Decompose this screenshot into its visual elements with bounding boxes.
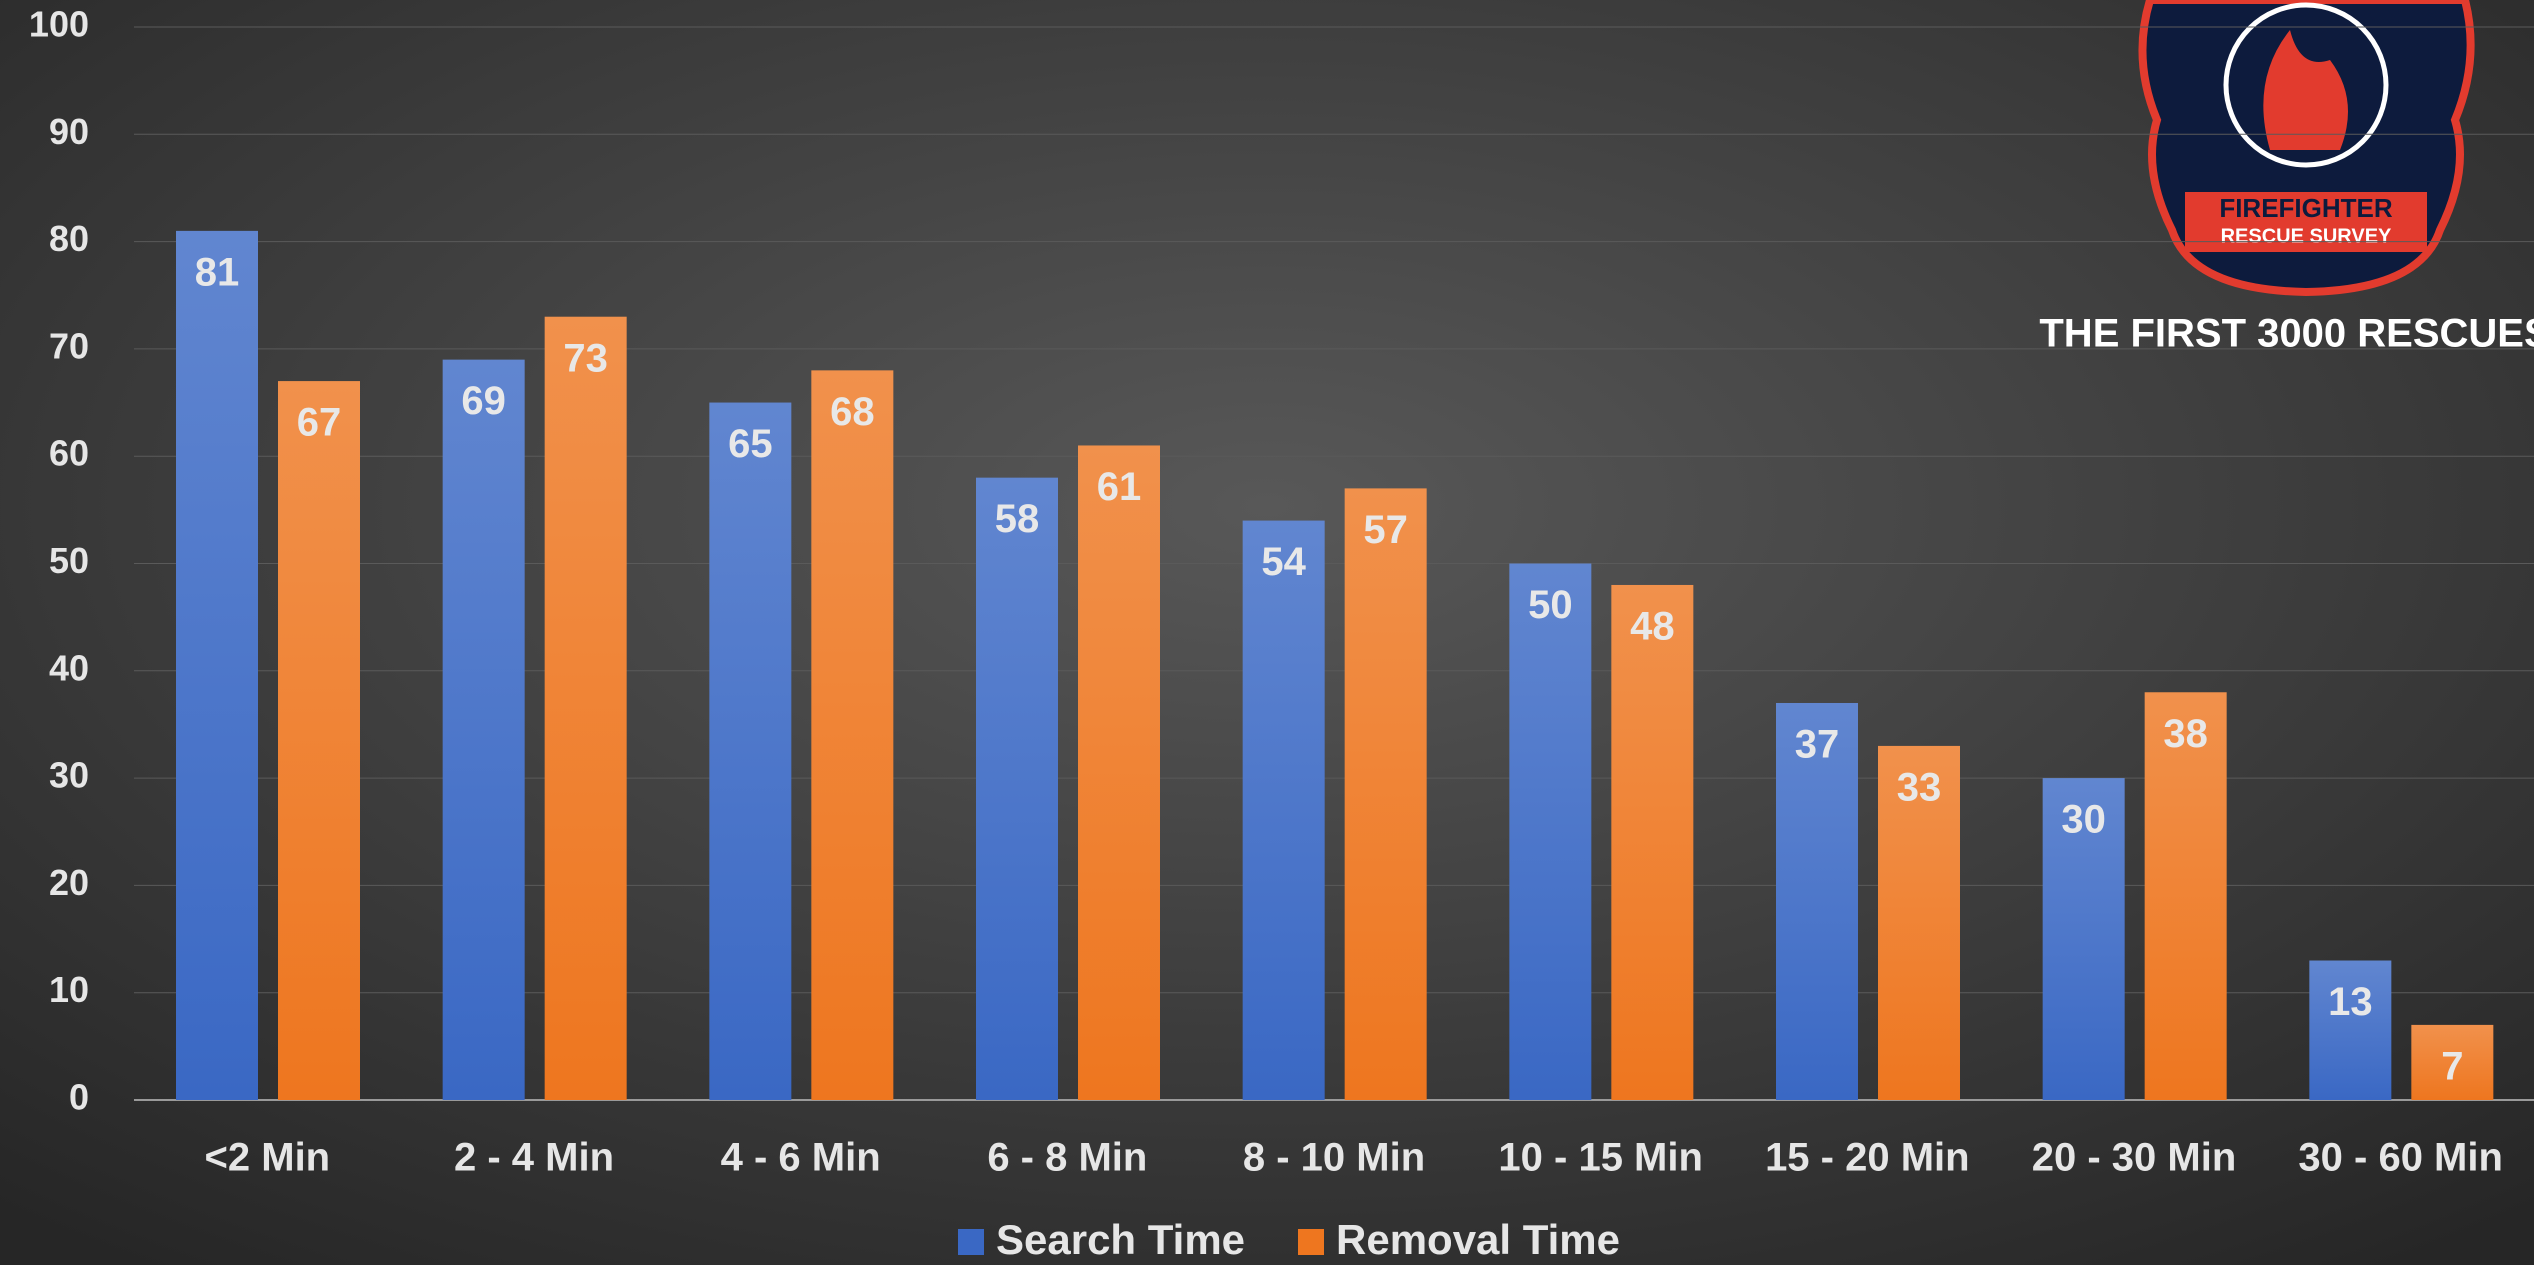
bar <box>176 230 258 1100</box>
data-label: 37 <box>1795 723 1840 767</box>
bar <box>278 381 360 1101</box>
bar <box>442 359 525 1100</box>
data-label: 33 <box>1897 765 1942 809</box>
data-label: 67 <box>297 401 342 445</box>
data-label: 57 <box>1363 508 1408 552</box>
y-tick-label: 90 <box>49 111 89 152</box>
legend-swatch <box>1298 1229 1324 1255</box>
bar <box>1344 488 1427 1100</box>
data-label: 13 <box>2328 980 2373 1024</box>
bar <box>2309 960 2392 1100</box>
logo-flame <box>2263 30 2348 150</box>
y-tick-label: 10 <box>49 969 89 1010</box>
bar <box>2411 1024 2494 1100</box>
bar <box>1509 563 1592 1100</box>
bar <box>1776 702 1858 1100</box>
bar <box>1611 584 1694 1100</box>
y-tick-label: 70 <box>49 325 89 366</box>
data-label: 30 <box>2061 798 2106 842</box>
bar <box>544 316 627 1101</box>
data-label: 61 <box>1097 465 1142 509</box>
data-label: 65 <box>728 422 773 466</box>
bar <box>1242 520 1325 1100</box>
data-label: 54 <box>1261 540 1306 584</box>
data-label: 81 <box>195 250 240 294</box>
legend-swatch <box>958 1229 984 1255</box>
x-tick-label: 2 - 4 Min <box>454 1136 614 1180</box>
x-tick-label: 8 - 10 Min <box>1243 1136 1425 1180</box>
data-label: 50 <box>1528 583 1573 627</box>
bar <box>976 477 1058 1100</box>
y-tick-label: 100 <box>29 4 89 45</box>
x-tick-label: 10 - 15 Min <box>1498 1136 1703 1180</box>
data-label: 38 <box>2163 712 2208 756</box>
logo-subtitle: RESCUE SURVEY <box>2221 225 2392 247</box>
data-label: 68 <box>830 390 875 434</box>
bar <box>811 370 894 1100</box>
logo-title: FIREFIGHTER <box>2219 193 2393 223</box>
bar <box>2144 692 2227 1100</box>
bar <box>1878 745 1960 1100</box>
x-tick-label: 30 - 60 Min <box>2298 1136 2503 1180</box>
y-tick-label: 40 <box>49 647 89 688</box>
data-label: 58 <box>995 497 1040 541</box>
x-tick-label: <2 Min <box>205 1136 331 1180</box>
x-tick-label: 20 - 30 Min <box>2032 1136 2237 1180</box>
bar <box>2042 778 2125 1100</box>
data-label: 48 <box>1630 605 1675 649</box>
data-label: 69 <box>461 379 506 423</box>
legend-label: Removal Time <box>1336 1216 1620 1263</box>
logo: FIREFIGHTER RESCUE SURVEY <box>2138 0 2475 297</box>
y-tick-label: 0 <box>69 1077 89 1118</box>
y-tick-label: 60 <box>49 433 89 474</box>
y-tick-label: 50 <box>49 540 89 581</box>
x-tick-label: 15 - 20 Min <box>1765 1136 1970 1180</box>
y-tick-label: 20 <box>49 862 89 903</box>
legend-label: Search Time <box>996 1216 1245 1263</box>
bar <box>1078 445 1160 1101</box>
chart-subtitle: THE FIRST 3000 RESCUES <box>2039 312 2534 356</box>
y-tick-label: 30 <box>49 755 89 796</box>
x-tick-label: 4 - 6 Min <box>721 1136 881 1180</box>
x-tick-label: 6 - 8 Min <box>987 1136 1147 1180</box>
y-tick-label: 80 <box>49 218 89 259</box>
data-label: 7 <box>2441 1044 2463 1088</box>
bar <box>709 402 792 1100</box>
data-label: 73 <box>563 336 608 380</box>
